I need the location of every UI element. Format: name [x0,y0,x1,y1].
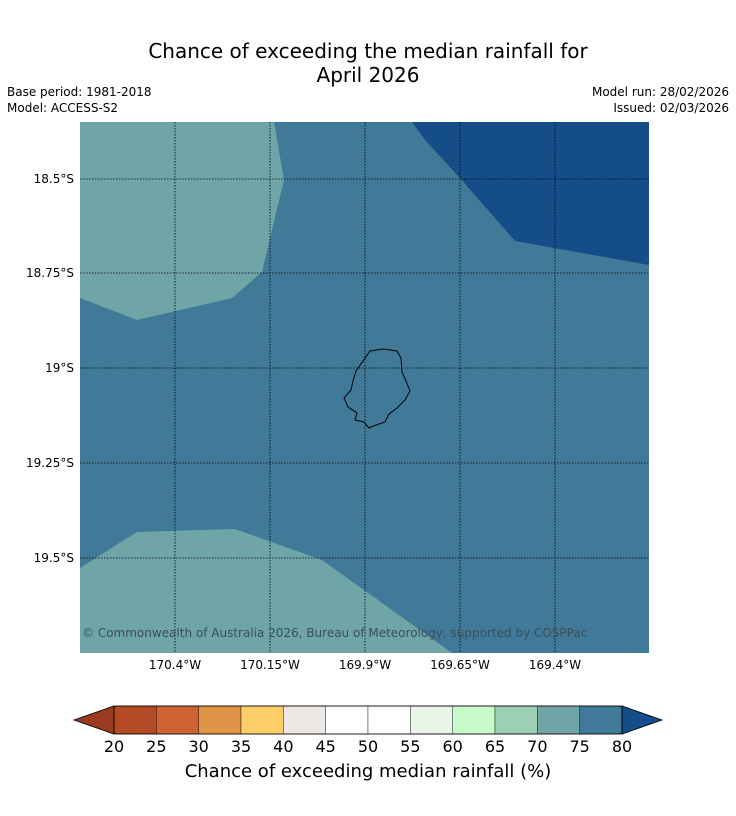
lon-label: 170.4°W [149,658,201,672]
colorbar-cell [113,705,157,735]
longitude-labels: 170.4°W 170.15°W 169.9°W 169.65°W 169.4°… [149,658,581,672]
copyright-text: © Commonwealth of Australia 2026, Bureau… [82,626,587,640]
colorbar-tick-label: 60 [442,737,462,756]
lon-label: 169.4°W [529,658,581,672]
colorbar-cell [156,705,199,735]
lon-label: 169.65°W [430,658,490,672]
lat-label: 19°S [45,361,74,375]
colorbar-tick-label: 50 [358,737,378,756]
colorbar-cell [494,705,538,735]
forecast-map: © Commonwealth of Australia 2026, Bureau… [80,122,649,653]
colorbar-tick-label: 40 [273,737,293,756]
region-70-75-south-west [80,529,452,653]
model-run-text: Model run: 28/02/2026 [591,85,729,99]
colorbar-cell [579,705,623,735]
lat-label: 19.25°S [26,456,74,470]
colorbar-cell [240,705,284,735]
region-80-plus [412,122,649,265]
colorbar-tick-label: 70 [527,737,547,756]
meta-right: Model run: 28/02/2026 Issued: 02/03/2026 [592,84,729,116]
colorbar-tick-label: 20 [104,737,124,756]
colorbar-cell [198,705,242,735]
latitude-labels: 18.5°S 18.75°S 19°S 19.25°S 19.5°S [26,172,74,565]
graticule [80,122,649,653]
lon-label: 169.9°W [339,658,391,672]
colorbar-cell [367,705,411,735]
colorbar-cell [325,705,369,735]
colorbar-cell [452,705,496,735]
lon-label: 170.15°W [240,658,300,672]
region-70-75-north-west [80,122,284,320]
issued-text: Issued: 02/03/2026 [613,101,729,115]
colorbar-over-arrow [621,705,664,735]
colorbar-cell [537,705,580,735]
colorbar-tick-label: 75 [569,737,589,756]
colorbar-frame [113,705,623,735]
colorbar-tick-label: 55 [400,737,420,756]
colorbar: 20 25 30 35 40 45 50 55 60 65 70 75 80 [72,705,664,756]
colorbar-tick-label: 45 [315,737,335,756]
lat-label: 18.5°S [34,172,74,186]
map-title-line-1: Chance of exceeding the median rainfall … [148,39,588,63]
colorbar-cell [283,705,326,735]
lat-label: 18.75°S [26,266,74,280]
colorbar-cell [410,705,453,735]
colorbar-tick-label: 35 [231,737,251,756]
colorbar-tick-label: 30 [188,737,208,756]
colorbar-ticks: 20 25 30 35 40 45 50 55 60 65 70 75 80 [104,737,632,756]
colorbar-tick-label: 65 [485,737,505,756]
colorbar-tick-label: 80 [612,737,632,756]
meta-left: Base period: 1981-2018 Model: ACCESS-S2 [7,84,152,116]
lat-label: 19.5°S [34,551,74,565]
colorbar-under-arrow [72,705,115,735]
colorbar-label: Chance of exceeding median rainfall (%) [184,761,552,782]
model-text: Model: ACCESS-S2 [7,101,119,115]
base-period-text: Base period: 1981-2018 [7,85,152,99]
island-coastline [343,348,411,429]
colorbar-tick-label: 25 [146,737,166,756]
colorbar-cells [113,705,623,735]
map-title-line-2: April 2026 [316,63,420,87]
